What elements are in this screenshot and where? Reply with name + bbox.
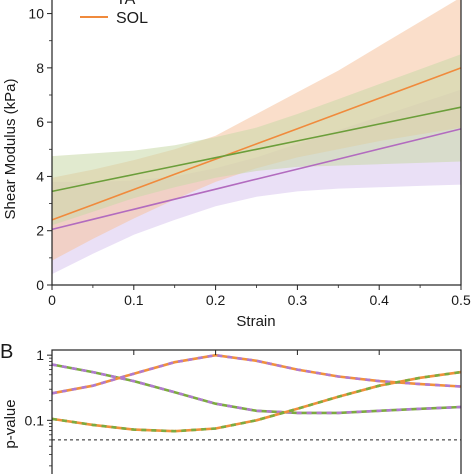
- y-axis-label-p-value: p-value: [2, 399, 19, 448]
- x-axis-label: Strain: [236, 313, 275, 330]
- confidence-bands: [52, 0, 461, 275]
- p-value-curves: [51, 353, 462, 441]
- p-value-curve-1-dash: [51, 353, 462, 395]
- axis-ticks: 0.11: [25, 347, 380, 467]
- y-tick-label: 0.1: [25, 412, 45, 428]
- panel-a-shear-modulus-chart: 0 0.1 0.2 0.3 0.4 0.5 0 2 4 6 8 10 Strain Shear Mod…: [2, 0, 471, 330]
- y-tick-label: 4: [36, 168, 44, 184]
- x-tick-label: 0.4: [369, 292, 389, 308]
- series-line-1: [51, 67, 462, 221]
- y-tick-label: 1: [36, 347, 44, 363]
- regression-lines: [51, 67, 462, 231]
- y-tick-label: 0: [36, 277, 44, 293]
- y-tick-label: 10: [28, 6, 44, 22]
- y-tick-label: 8: [36, 60, 44, 76]
- series-line-0: [51, 128, 462, 231]
- p-value-curve-1: [51, 353, 462, 395]
- p-value-curve-0: [51, 363, 462, 415]
- plot-frame: [51, 349, 462, 474]
- x-tick-label: 0.5: [451, 292, 471, 308]
- p-value-curve-2: [51, 370, 462, 433]
- x-tick-label: 0: [48, 292, 56, 308]
- x-tick-label: 0.2: [206, 292, 226, 308]
- x-tick-label: 0.1: [124, 292, 144, 308]
- y-tick-label: 6: [36, 114, 44, 130]
- x-tick-label: 0.3: [288, 292, 308, 308]
- p-value-curve-0-dash: [51, 363, 462, 415]
- panel-b-p-value-chart: B 0.11 p-value: [0, 341, 462, 474]
- axes-frame: [51, 349, 462, 474]
- legend-label-ta: TA: [116, 0, 136, 8]
- confidence-band-2: [52, 54, 461, 226]
- panel-letter-b: B: [0, 341, 13, 363]
- series-line-2: [51, 106, 462, 193]
- axis-ticks: 0 0.1 0.2 0.3 0.4 0.5 0 2 4 6 8 10: [28, 6, 471, 308]
- y-tick-label: 2: [36, 223, 44, 239]
- legend-label-sol: SOL: [116, 10, 148, 27]
- y-axis-label: Shear Modulus (kPa): [2, 79, 19, 220]
- legend: TA SOL: [80, 0, 148, 27]
